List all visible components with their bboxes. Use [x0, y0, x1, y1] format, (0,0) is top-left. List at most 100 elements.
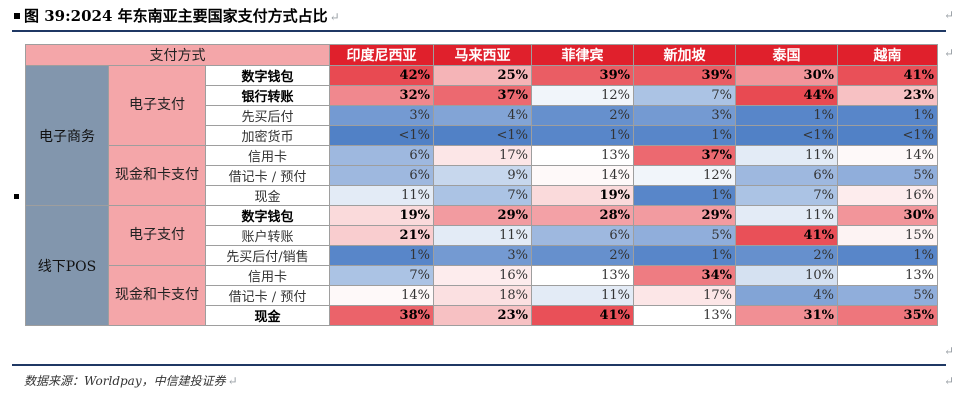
- source-text: 数据来源：Worldpay，中信建投证券: [24, 374, 226, 388]
- share-value-cell: 31%: [735, 305, 838, 326]
- share-value-cell: 32%: [329, 85, 434, 106]
- figure-title: 图 39:2024 年东南亚主要国家支付方式占比: [24, 7, 328, 25]
- header-country: 菲律宾: [531, 44, 634, 66]
- share-value-cell: 12%: [531, 85, 634, 106]
- share-value-cell: 11%: [433, 225, 532, 246]
- share-value-cell: 41%: [735, 225, 838, 246]
- source-note: 数据来源：Worldpay，中信建投证券 ↵: [24, 372, 238, 389]
- return-mark-icon: ↵: [943, 374, 954, 388]
- share-value-cell: <1%: [433, 125, 532, 146]
- share-value-cell: 4%: [433, 105, 532, 126]
- share-value-cell: 12%: [633, 165, 736, 186]
- share-value-cell: 4%: [735, 285, 838, 306]
- subgroup-label: 电子支付: [108, 205, 206, 266]
- share-value-cell: 42%: [329, 65, 434, 86]
- share-value-cell: 30%: [837, 205, 938, 226]
- table-row: 现金和卡支付 信用卡 7% 16% 13% 34% 10% 13%: [26, 265, 938, 326]
- share-value-cell: 14%: [837, 145, 938, 166]
- group-label: 线下POS: [25, 205, 109, 326]
- table-row: 银行转账 32% 37% 12% 7% 44% 23%: [26, 85, 938, 106]
- table-row: 账户转账 21% 11% 6% 5% 41% 15%: [26, 225, 938, 246]
- share-value-cell: 39%: [633, 65, 736, 86]
- share-value-cell: 25%: [433, 65, 532, 86]
- group-label: 电子商务: [25, 65, 109, 206]
- share-value-cell: 5%: [837, 285, 938, 306]
- share-value-cell: 23%: [837, 85, 938, 106]
- return-mark-icon: ↵: [943, 46, 954, 60]
- header-country: 新加坡: [633, 44, 736, 66]
- header-country: 泰国: [735, 44, 838, 66]
- share-value-cell: 3%: [329, 105, 434, 126]
- share-value-cell: 1%: [633, 245, 736, 266]
- share-value-cell: 1%: [633, 185, 736, 206]
- share-value-cell: 23%: [433, 305, 532, 326]
- payment-item-label: 银行转账: [205, 85, 330, 106]
- table-row: 加密货币 <1% <1% 1% 1% <1% <1%: [26, 125, 938, 146]
- share-value-cell: <1%: [329, 125, 434, 146]
- share-value-cell: 10%: [735, 265, 838, 286]
- payment-item-label: 账户转账: [205, 225, 330, 246]
- header-payment-method: 支付方式: [25, 44, 330, 66]
- payment-item-label: 数字钱包: [205, 205, 330, 226]
- share-value-cell: 17%: [633, 285, 736, 306]
- share-value-cell: 29%: [633, 205, 736, 226]
- share-value-cell: 44%: [735, 85, 838, 106]
- figure-title-row: 图 39:2024 年东南亚主要国家支付方式占比 ↵: [14, 4, 340, 28]
- share-value-cell: 16%: [837, 185, 938, 206]
- share-value-cell: 5%: [633, 225, 736, 246]
- header-country: 马来西亚: [433, 44, 532, 66]
- share-value-cell: 7%: [633, 85, 736, 106]
- table-row: 现金 38% 23% 41% 13% 31% 35%: [26, 305, 938, 326]
- share-value-cell: 41%: [837, 65, 938, 86]
- share-value-cell: 19%: [329, 205, 434, 226]
- share-value-cell: 37%: [433, 85, 532, 106]
- share-value-cell: 1%: [531, 125, 634, 146]
- share-value-cell: 6%: [735, 165, 838, 186]
- share-value-cell: 18%: [433, 285, 532, 306]
- share-value-cell: 34%: [633, 265, 736, 286]
- payment-item-label: 现金: [205, 185, 330, 206]
- payment-item-label: 现金: [205, 305, 330, 326]
- share-value-cell: 30%: [735, 65, 838, 86]
- share-value-cell: 9%: [433, 165, 532, 186]
- share-value-cell: 11%: [329, 185, 434, 206]
- share-value-cell: 1%: [837, 105, 938, 126]
- return-mark-icon: ↵: [329, 10, 340, 24]
- share-value-cell: 3%: [633, 105, 736, 126]
- share-value-cell: 14%: [531, 165, 634, 186]
- share-value-cell: 5%: [837, 165, 938, 186]
- share-value-cell: 14%: [329, 285, 434, 306]
- share-value-cell: 1%: [329, 245, 434, 266]
- payment-item-label: 借记卡 / 预付: [205, 285, 330, 306]
- share-value-cell: 37%: [633, 145, 736, 166]
- share-value-cell: 38%: [329, 305, 434, 326]
- table-row: 电子商务 电子支付 数字钱包 42% 25% 39% 39% 30% 41%: [25, 65, 938, 206]
- payment-share-table: 支付方式 印度尼西亚 马来西亚 菲律宾 新加坡 泰国 越南 电子商务 电子支付 数字…: [25, 44, 938, 326]
- payment-item-label: 加密货币: [205, 125, 330, 146]
- paragraph-bullet-icon: [14, 194, 19, 199]
- share-value-cell: 19%: [531, 185, 634, 206]
- bullet-icon: [14, 13, 20, 19]
- share-value-cell: 13%: [531, 265, 634, 286]
- share-value-cell: 13%: [633, 305, 736, 326]
- header-country: 越南: [837, 44, 938, 66]
- table-row: 借记卡 / 预付 6% 9% 14% 12% 6% 5%: [26, 165, 938, 186]
- table-row: 借记卡 / 预付 14% 18% 11% 17% 4% 5%: [26, 285, 938, 306]
- share-value-cell: 21%: [329, 225, 434, 246]
- top-rule: [12, 30, 946, 32]
- return-mark-icon: ↵: [943, 8, 954, 22]
- share-value-cell: 3%: [433, 245, 532, 266]
- share-value-cell: <1%: [837, 125, 938, 146]
- share-value-cell: 1%: [633, 125, 736, 146]
- bottom-rule: [12, 364, 946, 366]
- share-value-cell: 11%: [735, 145, 838, 166]
- payment-item-label: 借记卡 / 预付: [205, 165, 330, 186]
- share-value-cell: 29%: [433, 205, 532, 226]
- share-value-cell: 2%: [735, 245, 838, 266]
- subgroup-label: 现金和卡支付: [108, 145, 206, 206]
- share-value-cell: 35%: [837, 305, 938, 326]
- share-value-cell: 7%: [735, 185, 838, 206]
- share-value-cell: 41%: [531, 305, 634, 326]
- share-value-cell: 2%: [531, 105, 634, 126]
- table-row: 先买后付/销售 1% 3% 2% 1% 2% 1%: [26, 245, 938, 266]
